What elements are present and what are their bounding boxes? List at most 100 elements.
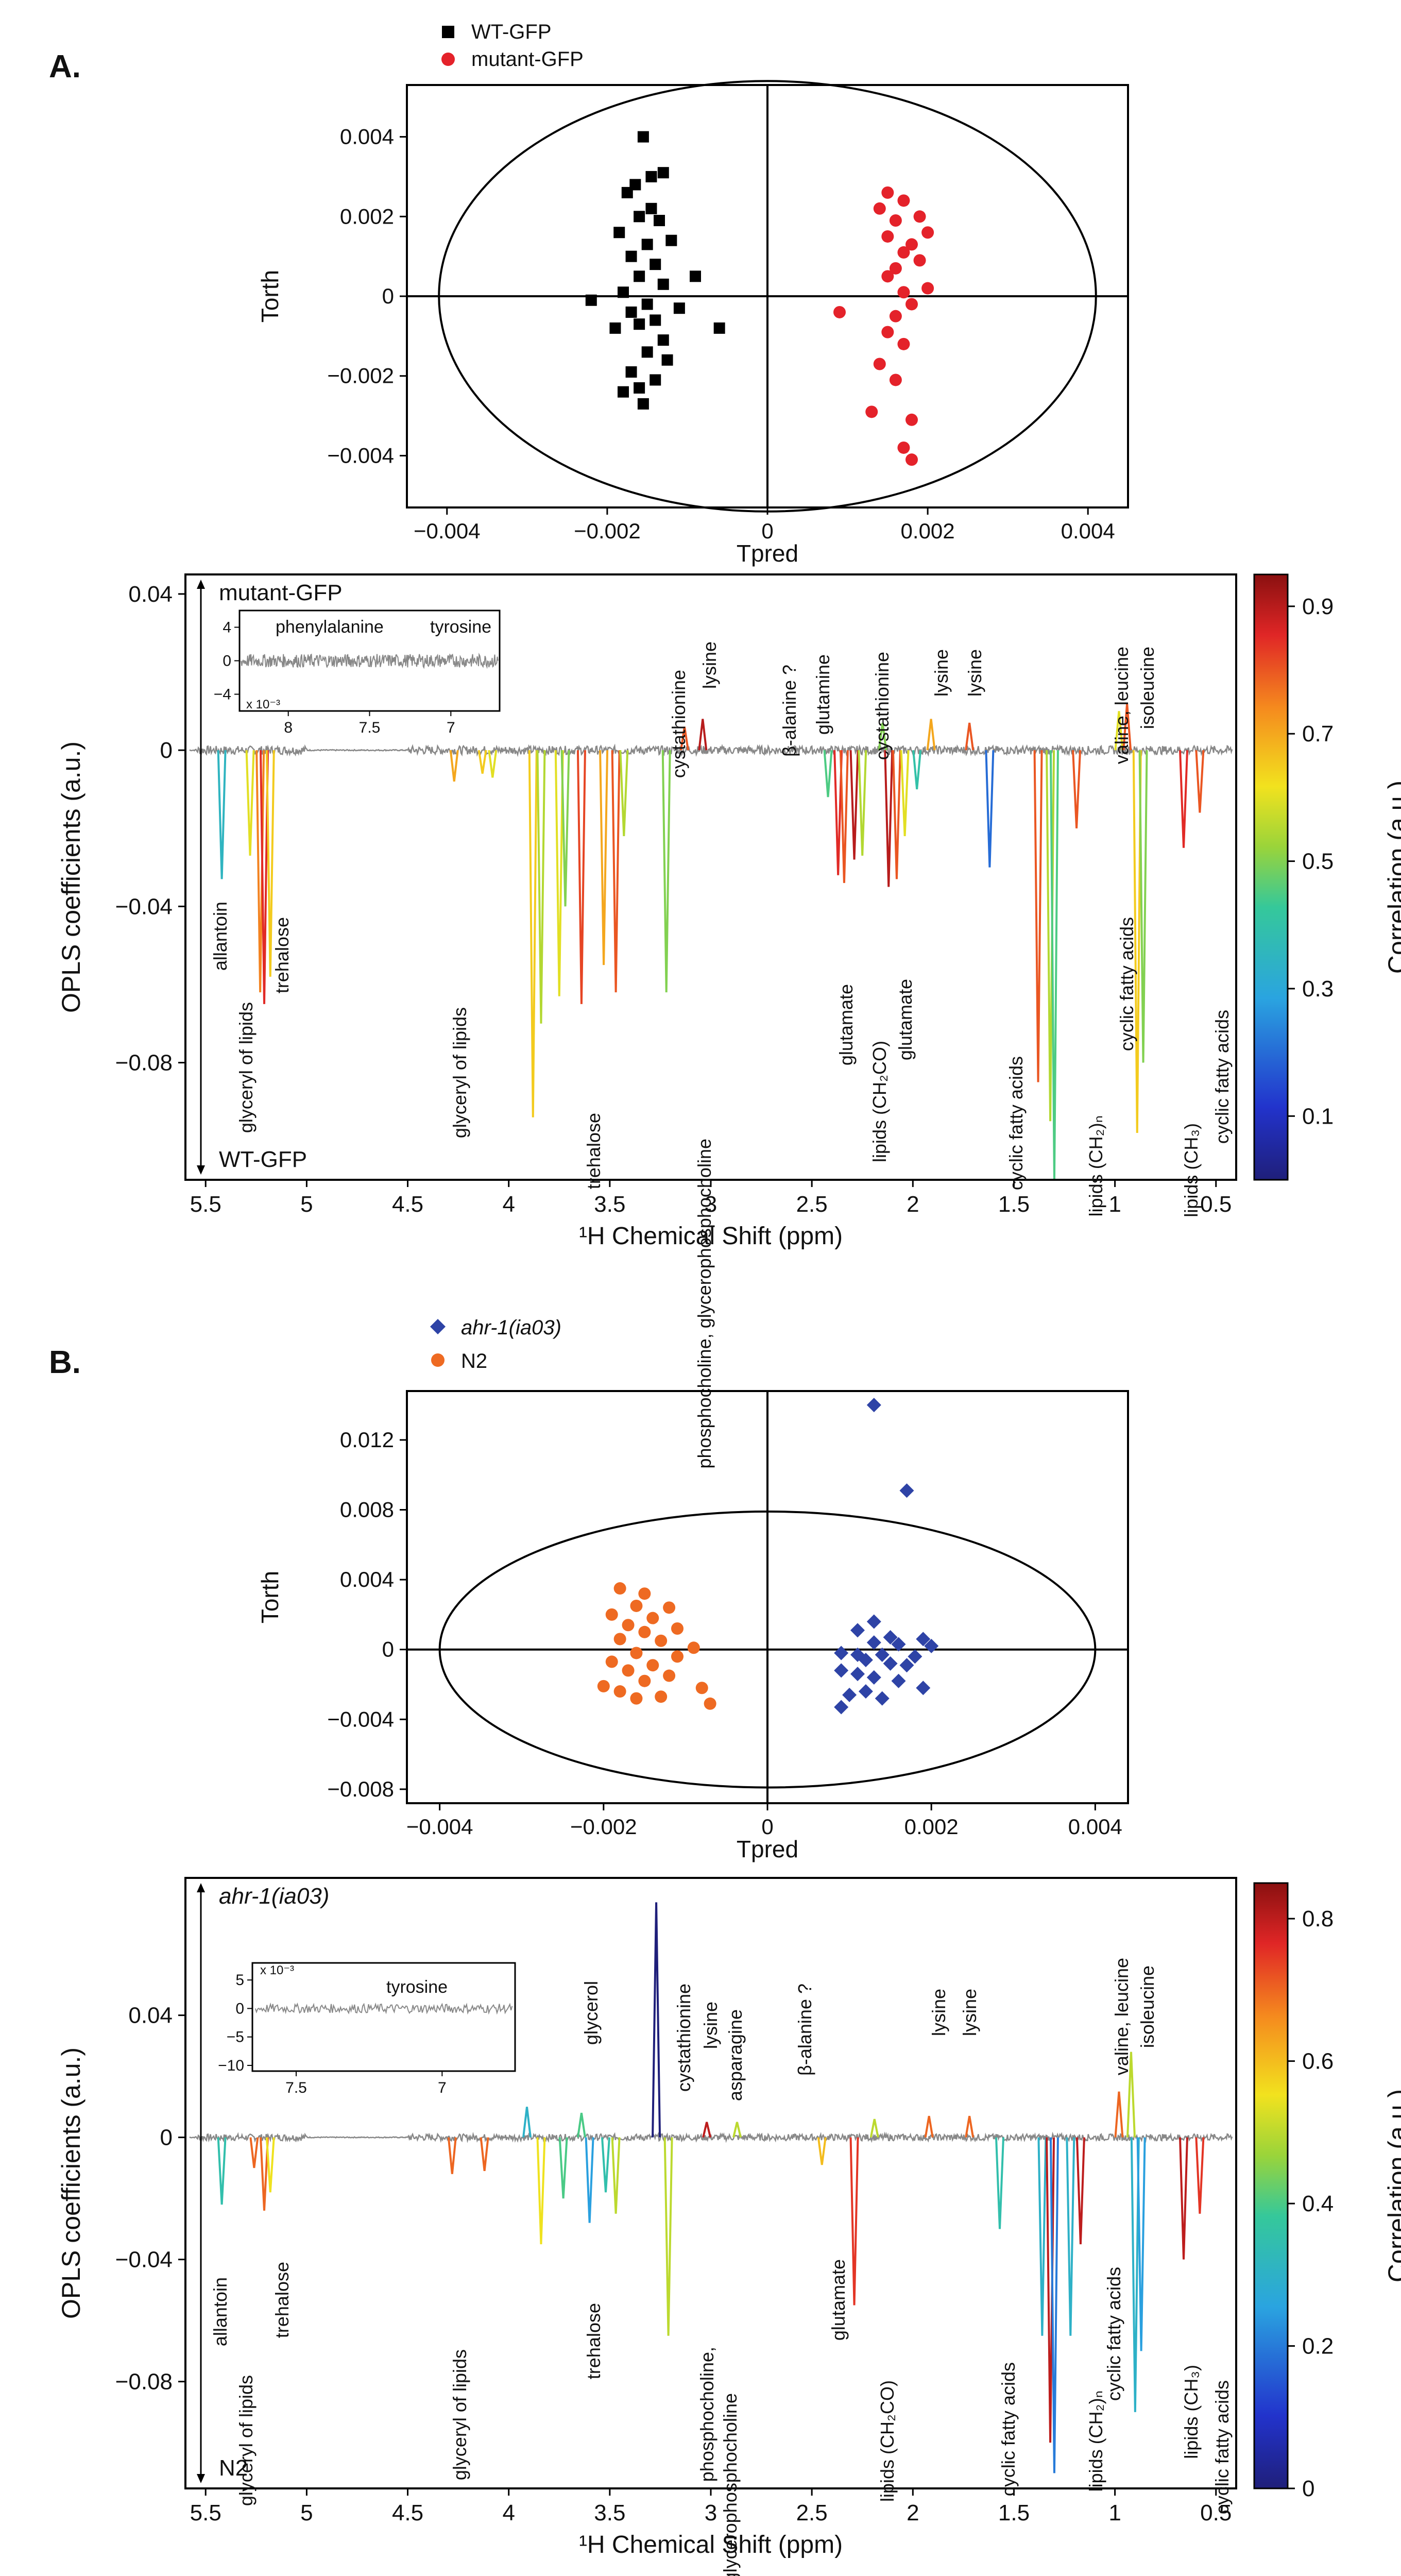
- data-point: [638, 1674, 651, 1687]
- spectrum-peak: [265, 2137, 275, 2193]
- spectrum-peak: [576, 2112, 586, 2138]
- data-point: [655, 1690, 668, 1703]
- spectrum-peak: [558, 2137, 568, 2199]
- data-point: [690, 270, 701, 282]
- spectrum-peak: [661, 750, 671, 993]
- metabolite-label: lipids (CH₃): [1181, 2365, 1202, 2459]
- data-point: [834, 1663, 849, 1678]
- data-point: [641, 239, 653, 250]
- legend-b: ahr-1(ia03) N2: [430, 1316, 561, 1372]
- data-point: [916, 1681, 931, 1696]
- data-point: [613, 1582, 626, 1595]
- colorbar-tick-label: 0: [1302, 2476, 1314, 2501]
- x-tick-label: 3.5: [594, 1192, 625, 1217]
- data-point: [671, 1650, 684, 1663]
- legend-label-mutant-gfp: mutant-GFP: [471, 48, 584, 71]
- metabolite-label: glutamate: [828, 2259, 849, 2341]
- spectrum-peak: [817, 2137, 827, 2165]
- group-arrow-head-up: [197, 580, 205, 589]
- data-point: [889, 214, 902, 227]
- spectrum-peak: [528, 750, 538, 1117]
- y-tick-label: 0: [160, 2125, 173, 2150]
- spectrum-peak: [858, 750, 867, 856]
- spectrum-peak: [601, 2137, 610, 2193]
- data-point: [833, 306, 846, 318]
- spectrum-peak: [619, 750, 629, 836]
- data-point: [883, 1630, 898, 1645]
- data-point: [695, 1682, 708, 1694]
- spectrum-peak: [995, 2137, 1004, 2229]
- data-point: [842, 1687, 857, 1702]
- data-point: [858, 1653, 873, 1668]
- spectrum-peak: [1049, 750, 1059, 1180]
- metabolite-label: allantoin: [210, 2277, 231, 2346]
- y-tick-label: −0.004: [327, 443, 394, 467]
- data-point: [905, 453, 918, 466]
- loadings-plot-a: mutant-GFP WT-GFP 5.5 5 4.5 4 3.5 3 2.5 2 1.5 1 0.5 0…: [57, 573, 1401, 1468]
- legend-marker-mutant-gfp: [441, 53, 455, 66]
- x-tick-label: 0: [761, 519, 773, 543]
- x-tick-label: 1: [1108, 2500, 1121, 2526]
- metabolite-label: valine, leucine: [1111, 1958, 1132, 2075]
- score-plot-b: −0.004 −0.002 0 0.002 0.004 0.012 0.008 0.004 0 −…: [257, 1390, 1129, 1862]
- spectrum-peak: [652, 1902, 661, 2138]
- spectrum-peak: [823, 750, 833, 798]
- colorbar-tick-label: 0.5: [1302, 849, 1334, 874]
- spectrum-peak: [985, 750, 995, 868]
- spectrum-peak: [611, 750, 621, 993]
- x-axis-label: ¹H Chemical Shift (ppm): [579, 2531, 843, 2558]
- data-point: [663, 1601, 676, 1614]
- spectrum-peak: [1033, 750, 1043, 1082]
- colorbar-label: Correlation (a.u.): [1383, 781, 1401, 974]
- metabolite-label: trehalose: [271, 2262, 293, 2338]
- x-axis-label: Tpred: [737, 1836, 798, 1862]
- metabolite-label: lipids (CH₂CO): [869, 1041, 890, 1162]
- data-point: [665, 234, 677, 246]
- inset-y-tick-label: 0: [223, 653, 231, 670]
- data-point: [905, 238, 918, 251]
- metabolite-label: cystathionine: [673, 1984, 694, 2092]
- y-tick-label: 0.004: [340, 125, 394, 149]
- colorbar-tick-label: 0.8: [1302, 1906, 1334, 1931]
- metabolite-label: trehalose: [583, 2303, 604, 2379]
- inset-x-tick-label: 7.5: [359, 719, 381, 736]
- x-tick-label: −0.002: [574, 519, 641, 543]
- x-tick-label: 0.004: [1068, 1815, 1122, 1839]
- data-point: [630, 1599, 643, 1612]
- x-tick-label: 2.5: [796, 2500, 828, 2526]
- y-axis-label: Torth: [257, 270, 283, 323]
- data-point: [673, 302, 685, 314]
- data-point: [897, 441, 910, 454]
- metabolite-label: β-alanine ?: [794, 1984, 815, 2076]
- spectrum-peak: [449, 750, 459, 782]
- x-tick-label: 2: [907, 1192, 919, 1217]
- spectrum-peak: [1195, 2137, 1205, 2214]
- x-tick-label: 0: [761, 1815, 773, 1839]
- group-label-top: ahr-1(ia03): [219, 1884, 329, 1909]
- y-axis-label: Torth: [257, 1571, 283, 1623]
- x-tick-label: 0.5: [1200, 1192, 1232, 1217]
- panel-label-b: B.: [49, 1345, 81, 1380]
- panel-label-a: A.: [49, 49, 81, 84]
- spectrum-peak: [833, 750, 843, 875]
- metabolite-label: glutamine: [812, 654, 833, 735]
- spectrum-peak: [260, 2137, 269, 2211]
- data-point: [634, 270, 645, 282]
- metabolite-label: valine, leucine: [1111, 647, 1132, 764]
- data-point: [634, 382, 645, 394]
- spectrum-peak: [585, 2137, 594, 2223]
- data-point: [713, 322, 725, 334]
- data-point: [634, 318, 645, 330]
- data-point: [618, 286, 629, 298]
- x-tick-label: 1.5: [998, 2500, 1030, 2526]
- spectrum-peak: [1122, 703, 1132, 751]
- loadings-plot-b: ahr-1(ia03) N2 5.5 5 4.5 4 3.5 3 2.5 2 1.5 1 0.5 0.04…: [57, 1877, 1401, 2576]
- spectrum-peak: [1138, 750, 1148, 1063]
- data-point: [873, 202, 886, 215]
- spectrum-peak: [663, 2137, 673, 2336]
- metabolite-label: trehalose: [583, 1113, 604, 1189]
- metabolite-label: phosphocholine, glycerophosphocholine: [694, 1139, 715, 1468]
- y-axis-label: OPLS coefficients (a.u.): [57, 2047, 86, 2319]
- y-tick-label: 0.002: [340, 204, 394, 228]
- spectrum-peak: [260, 750, 269, 1004]
